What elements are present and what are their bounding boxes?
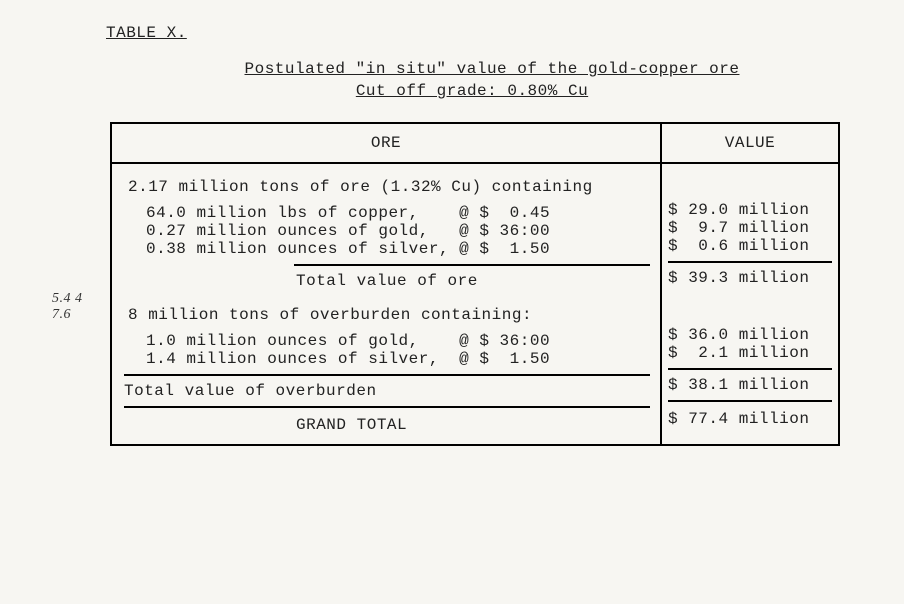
ore-total-label: Total value of ore — [294, 264, 650, 290]
grand-total-value: $ 77.4 million — [668, 402, 832, 428]
overburden-total-label: Total value of overburden — [124, 374, 650, 408]
ore-gold-value: $ 9.7 million — [668, 219, 832, 237]
grand-total-label: GRAND TOTAL — [296, 408, 650, 434]
ore-copper-line: 64.0 million lbs of copper, @ $ 0.45 — [146, 204, 650, 222]
margin-annotation-2: 7.6 — [52, 308, 71, 323]
table-label: TABLE X. — [100, 24, 844, 42]
table-body: 2.17 million tons of ore (1.32% Cu) cont… — [112, 164, 838, 444]
overburden-gold-value: $ 36.0 million — [668, 326, 832, 344]
ore-column: 2.17 million tons of ore (1.32% Cu) cont… — [112, 164, 662, 444]
ore-gold-line: 0.27 million ounces of gold, @ $ 36:00 — [146, 222, 650, 240]
ore-total-value: $ 39.3 million — [668, 261, 832, 287]
ore-silver-value: $ 0.6 million — [668, 237, 832, 255]
overburden-silver-line: 1.4 million ounces of silver, @ $ 1.50 — [146, 350, 650, 368]
value-column: $ 29.0 million $ 9.7 million $ 0.6 milli… — [662, 164, 838, 444]
ore-copper-value: $ 29.0 million — [668, 201, 832, 219]
overburden-silver-value: $ 2.1 million — [668, 344, 832, 362]
header-value: VALUE — [662, 124, 838, 162]
overburden-gold-line: 1.0 million ounces of gold, @ $ 36:00 — [146, 332, 650, 350]
ore-silver-line: 0.38 million ounces of silver, @ $ 1.50 — [146, 240, 650, 258]
header-ore: ORE — [112, 124, 662, 162]
title-line-1: Postulated "in situ" value of the gold-c… — [140, 60, 844, 78]
overburden-section-heading: 8 million tons of overburden containing: — [128, 306, 650, 324]
main-table: ORE VALUE 2.17 million tons of ore (1.32… — [110, 122, 840, 446]
ore-section-heading: 2.17 million tons of ore (1.32% Cu) cont… — [128, 178, 650, 196]
title-line-2: Cut off grade: 0.80% Cu — [100, 82, 844, 100]
table-header-row: ORE VALUE — [112, 124, 838, 164]
margin-annotation-1: 5.4 4 — [52, 292, 83, 307]
overburden-total-value: $ 38.1 million — [668, 368, 832, 402]
